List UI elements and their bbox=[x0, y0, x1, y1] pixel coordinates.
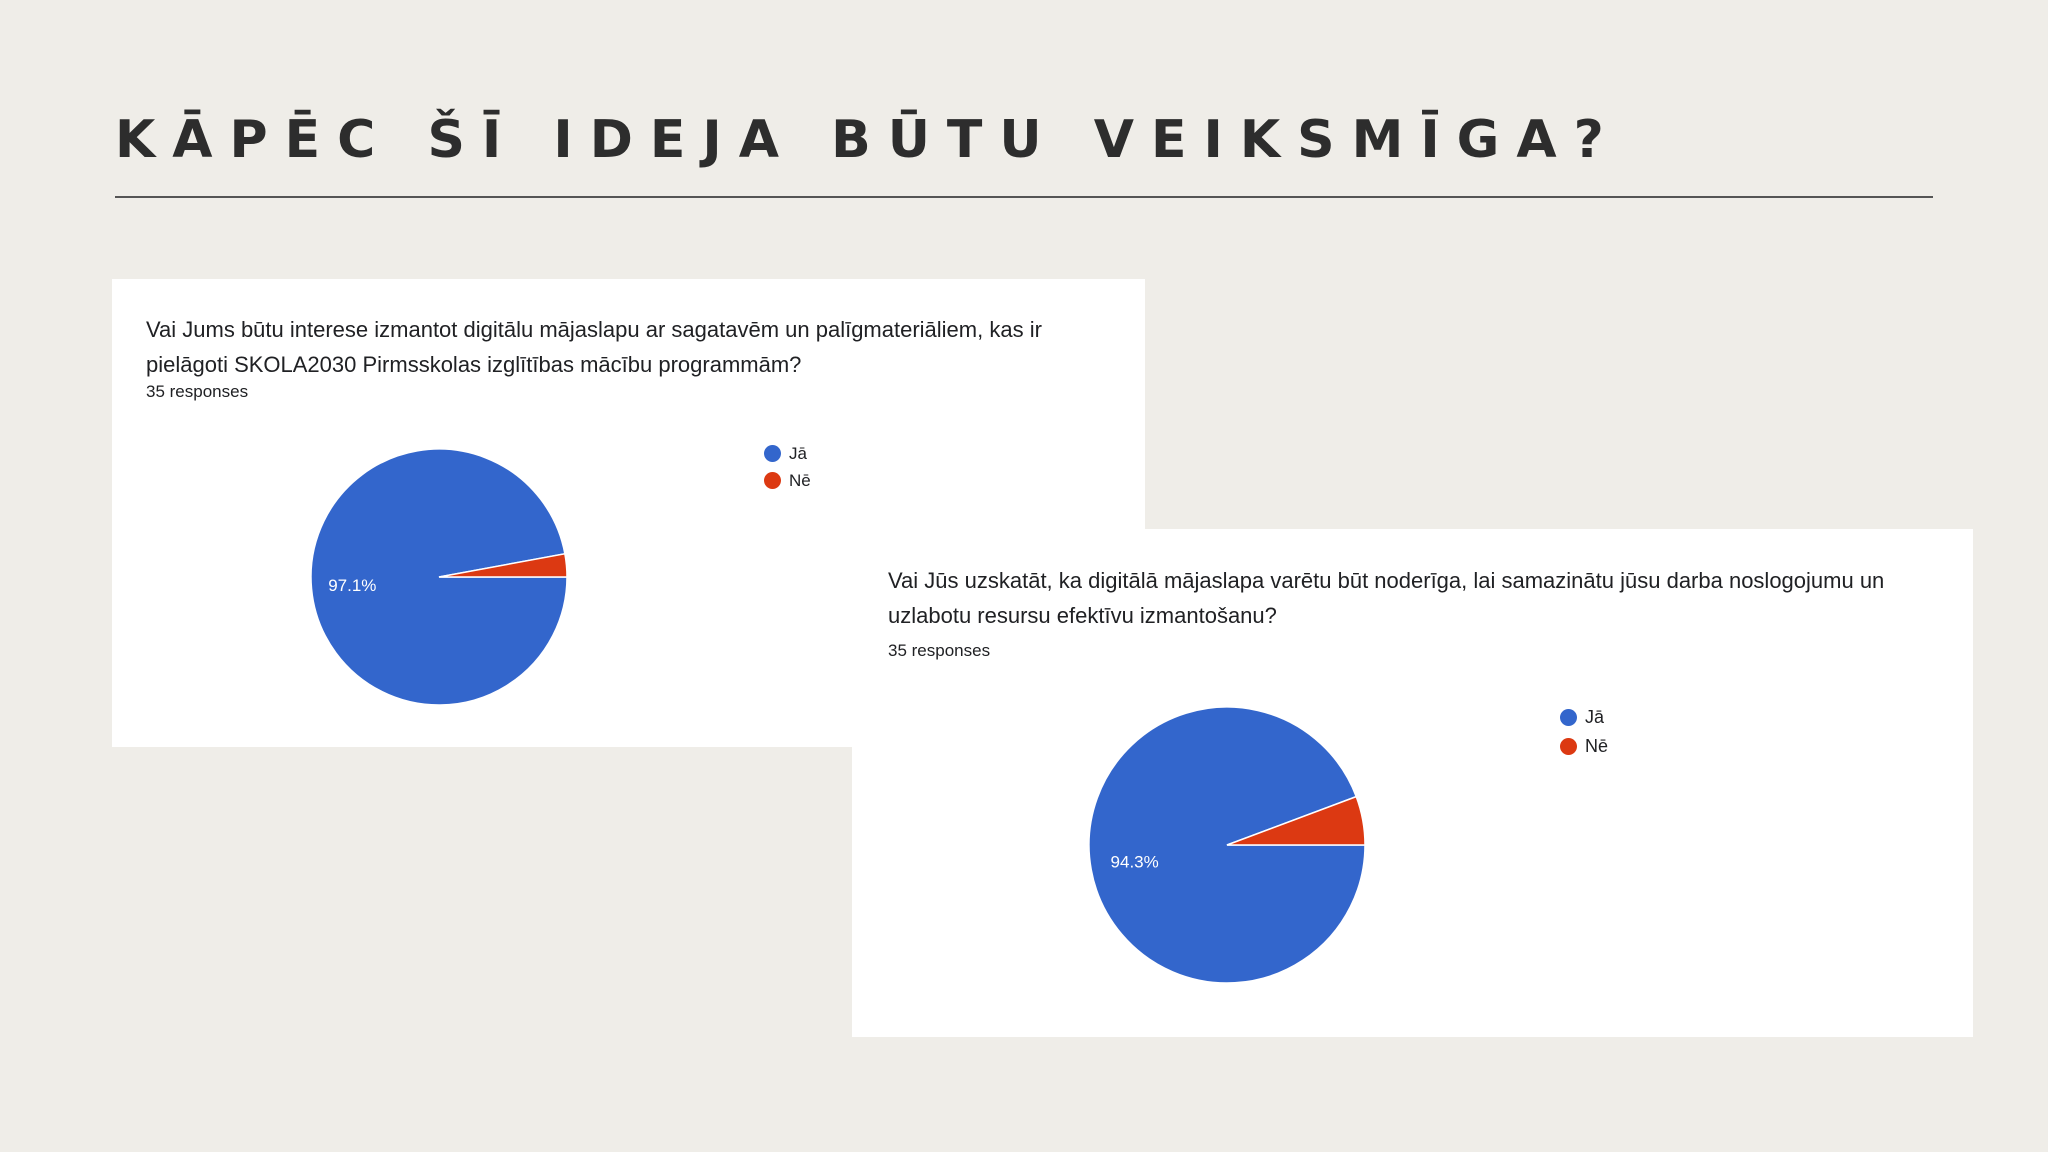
pie-2-slice-label: 94.3% bbox=[1111, 853, 1159, 872]
pie-2-slice-ja[interactable] bbox=[1088, 706, 1366, 984]
legend-label-ne: Nē bbox=[789, 470, 811, 490]
pie-1-slice-label: 97.1% bbox=[328, 576, 376, 595]
legend-label-ne: Nē bbox=[1585, 736, 1609, 756]
legend-swatch-ja bbox=[1560, 709, 1577, 726]
legend-swatch-ja bbox=[764, 445, 781, 462]
legend-item-ja[interactable]: Jā bbox=[1560, 703, 1608, 732]
legend-label-ja: Jā bbox=[789, 443, 807, 463]
chart-2-question: Vai Jūs uzskatāt, ka digitālā mājaslapa … bbox=[888, 568, 1885, 628]
pie-1-slice-ne[interactable] bbox=[438, 552, 568, 578]
chart-card-2: Vai Jūs uzskatāt, ka digitālā mājaslapa … bbox=[852, 529, 1973, 1037]
chart-1-question: Vai Jums būtu interese izmantot digitālu… bbox=[146, 317, 1042, 377]
title-divider bbox=[115, 196, 1933, 198]
chart-card-1: Vai Jums būtu interese izmantot digitālu… bbox=[112, 279, 1145, 747]
pie-chart-2: 94.3% bbox=[1088, 706, 1366, 984]
legend-item-ne[interactable]: Nē bbox=[764, 467, 811, 494]
pie-chart-1: 97.1% bbox=[310, 448, 568, 706]
chart-1-legend: Jā Nē bbox=[764, 440, 811, 494]
chart-2-legend: Jā Nē bbox=[1560, 703, 1608, 761]
chart-1-responses: 35 responses bbox=[146, 382, 249, 401]
legend-item-ne[interactable]: Nē bbox=[1560, 732, 1608, 761]
pie-2-slice-ne[interactable] bbox=[1226, 795, 1366, 846]
legend-item-ja[interactable]: Jā bbox=[764, 440, 811, 467]
legend-swatch-ne bbox=[1560, 738, 1577, 755]
legend-label-ja: Jā bbox=[1585, 707, 1605, 727]
legend-swatch-ne bbox=[764, 472, 781, 489]
chart-2-responses: 35 responses bbox=[888, 641, 991, 660]
slide-title: KĀPĒC ŠĪ IDEJA BŪTU VEIKSMĪGA? bbox=[115, 110, 1621, 170]
